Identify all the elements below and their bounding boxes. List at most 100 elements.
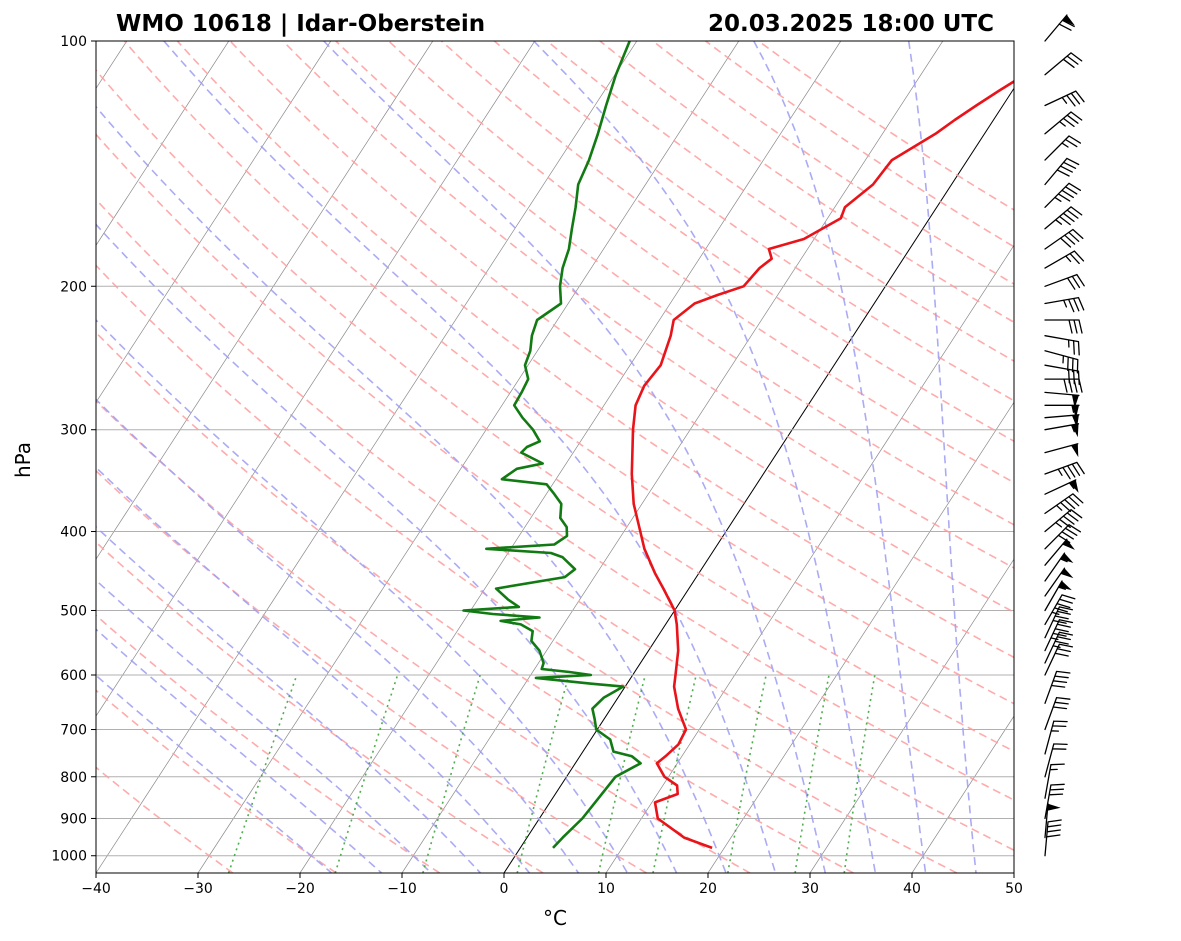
wind-barb-staff xyxy=(1044,335,1080,356)
mixing-ratio-line xyxy=(727,674,767,873)
dry-adiabat xyxy=(96,689,337,873)
dry-adiabat xyxy=(335,41,1014,526)
dry-adiabat xyxy=(96,331,854,873)
moist-adiabats xyxy=(96,41,977,873)
mixing-ratio-line xyxy=(516,674,570,873)
wind-barb xyxy=(1044,619,1074,652)
dry-adiabat xyxy=(282,41,1014,569)
y-tick-label: 600 xyxy=(60,668,87,684)
wind-barb xyxy=(1044,335,1080,356)
wind-barb-staff xyxy=(1044,228,1084,250)
x-tick-label: 10 xyxy=(597,881,615,897)
wind-barb xyxy=(1044,364,1080,386)
wind-barb-staff xyxy=(1044,111,1083,135)
mixing-ratio-line xyxy=(334,674,399,873)
isotherm-line xyxy=(197,41,740,873)
wind-barb-pennant xyxy=(1069,479,1079,493)
wind-barb xyxy=(1044,250,1085,269)
wind-barb-pennant xyxy=(1071,443,1079,458)
x-tick-label: 30 xyxy=(801,881,819,897)
wind-barb xyxy=(1044,552,1074,582)
x-tick-label: −30 xyxy=(183,881,213,897)
y-axis-ticks: 100 200 300 400 500 600 700 800 900 1000 xyxy=(51,34,96,865)
wind-barb xyxy=(1044,157,1080,186)
dry-adiabat xyxy=(96,399,751,873)
wind-barb xyxy=(1044,567,1074,597)
dewpoint-profile xyxy=(462,41,642,849)
wind-barb xyxy=(1044,509,1083,533)
dry-adiabat xyxy=(493,41,1014,402)
x-tick-label: 0 xyxy=(500,881,509,897)
wind-barb-pennant xyxy=(1072,405,1079,419)
x-axis-ticks: −40 −30 −20 −10 0 10 20 30 40 50 xyxy=(81,873,1023,897)
wind-barb xyxy=(1044,404,1080,419)
x-tick-label: 20 xyxy=(699,881,717,897)
wind-barb-staff xyxy=(1044,743,1068,778)
wind-barb-staff xyxy=(1044,580,1066,612)
x-tick-label: 50 xyxy=(1005,881,1023,897)
wind-barb xyxy=(1044,763,1065,799)
x-axis-label: °C xyxy=(543,906,567,930)
wind-barb xyxy=(1044,443,1079,458)
wind-barb-staff xyxy=(1044,643,1074,676)
wind-barb xyxy=(1044,206,1083,230)
wind-barb-staff xyxy=(1044,631,1074,664)
wind-barb-staff xyxy=(1044,594,1076,626)
dry-adiabat xyxy=(96,766,234,873)
wind-barb-staff xyxy=(1044,90,1085,107)
wind-barb-staff xyxy=(1044,273,1085,290)
moist-adiabat xyxy=(907,41,977,873)
wind-barb-pennant xyxy=(1058,581,1072,591)
dry-adiabat xyxy=(96,198,1014,852)
wind-barb-staff xyxy=(1044,206,1083,230)
wind-barb xyxy=(1044,783,1065,820)
wind-barb-staff xyxy=(1044,783,1065,820)
dry-adiabat xyxy=(652,41,1014,286)
isobar-grid xyxy=(96,40,1014,857)
wind-barb-staff xyxy=(1044,135,1082,161)
isotherm-line xyxy=(809,558,1014,873)
wind-barb-staff xyxy=(1044,803,1049,839)
wind-barb-staff xyxy=(1044,538,1068,566)
isotherm-line xyxy=(299,41,842,873)
dry-adiabat xyxy=(546,41,1014,363)
dry-adiabat xyxy=(96,614,441,873)
wind-barb xyxy=(1044,643,1074,676)
wind-barb-pennant xyxy=(1062,539,1075,550)
wind-barb xyxy=(1044,743,1068,778)
y-tick-label: 800 xyxy=(60,770,87,786)
isotherm-line xyxy=(96,41,230,246)
wind-barb-staff xyxy=(1044,319,1083,334)
wind-barb-staff xyxy=(1044,606,1074,639)
wind-barb xyxy=(1044,228,1084,250)
wind-barb-staff xyxy=(1044,819,1062,857)
moist-adiabat xyxy=(163,41,777,873)
x-tick-label: −20 xyxy=(285,881,315,897)
wind-barb-staff xyxy=(1044,509,1083,533)
dry-adiabat xyxy=(388,41,1014,484)
wind-barb-staff xyxy=(1044,763,1065,799)
wind-barb-pennant xyxy=(1071,394,1079,409)
wind-barb-staff xyxy=(1044,670,1071,704)
mixing-ratio-line xyxy=(422,674,481,873)
isotherm-line xyxy=(96,41,638,873)
moist-adiabat xyxy=(96,466,531,873)
dry-adiabat xyxy=(96,541,544,873)
dry-adiabat xyxy=(440,41,1014,443)
dry-adiabat xyxy=(96,469,647,873)
moist-adiabat xyxy=(96,628,383,873)
zero-isotherm xyxy=(503,87,1014,873)
wind-barb-staff xyxy=(1044,391,1080,397)
moist-adiabat xyxy=(753,41,927,873)
profiles xyxy=(462,41,1014,850)
wind-barb xyxy=(1044,135,1082,161)
wind-barb-staff xyxy=(1044,296,1085,313)
wind-barb xyxy=(1044,580,1072,612)
mixing-ratio-line xyxy=(794,674,830,873)
y-tick-label: 100 xyxy=(60,34,87,50)
y-tick-label: 900 xyxy=(60,811,87,827)
isotherm-line xyxy=(911,715,1014,873)
wind-barb xyxy=(1044,524,1082,550)
wind-barb-staff xyxy=(1044,378,1083,393)
